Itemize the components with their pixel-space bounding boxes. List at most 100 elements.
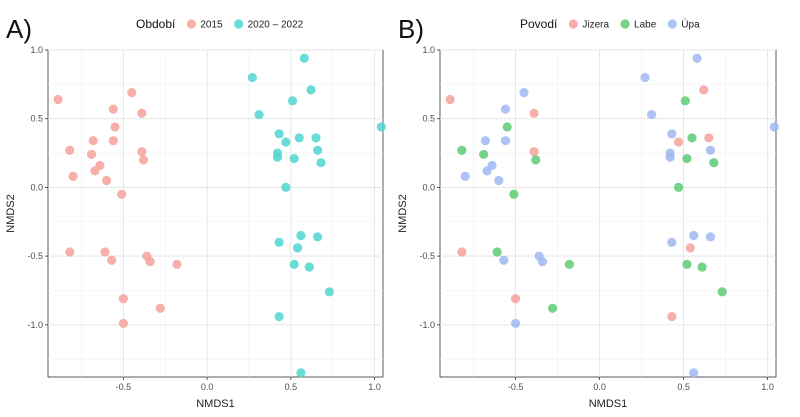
point-pa <box>537 256 548 267</box>
point-labe <box>682 259 692 269</box>
point-labe <box>687 133 697 143</box>
point-labe <box>673 182 684 192</box>
point-2015 <box>155 303 165 313</box>
point-pa <box>769 122 779 132</box>
point-2020-2022 <box>274 129 284 139</box>
x-tick-label: 0.5 <box>285 382 298 392</box>
point-2015 <box>137 147 147 157</box>
y-tick-label: 0.5 <box>30 114 43 124</box>
point-2020-2022 <box>316 158 326 168</box>
point-labe <box>457 145 467 155</box>
point-pa <box>667 129 677 139</box>
point-jizera <box>667 311 677 322</box>
legend-key-upa <box>667 19 677 29</box>
point-2015 <box>53 94 63 105</box>
point-jizera <box>529 147 539 157</box>
panel-b-tag: B) <box>398 14 424 44</box>
legend-key-2020-2022 <box>234 19 244 29</box>
panel-a: A) Období 2015 2020 – 2022 -0.5 0.0 0.5 1.0 1.… <box>5 14 386 410</box>
point-2020-2022 <box>274 311 284 322</box>
point-pa <box>480 136 490 146</box>
point-pa <box>689 368 699 378</box>
x-tick-label: 0.0 <box>201 382 214 392</box>
point-2015 <box>137 108 147 118</box>
point-2020-2022 <box>272 152 283 162</box>
point-jizera <box>704 133 714 143</box>
legend-key-labe <box>620 19 630 29</box>
point-labe <box>709 158 719 168</box>
legend-title: Období <box>136 17 176 31</box>
point-2020-2022 <box>247 72 257 83</box>
point-2015 <box>108 136 118 146</box>
x-tick-label: -0.5 <box>508 382 524 392</box>
point-jizera <box>685 243 695 253</box>
point-2020-2022 <box>324 287 334 297</box>
point-labe <box>502 122 512 132</box>
point-labe <box>682 153 692 164</box>
point-2020-2022 <box>281 182 291 192</box>
point-2020-2022 <box>296 368 306 378</box>
point-labe <box>492 247 502 257</box>
point-2020-2022 <box>306 85 316 95</box>
point-2020-2022 <box>299 53 309 63</box>
point-2015 <box>100 247 110 257</box>
legend-title: Povodí <box>520 17 558 31</box>
point-pa <box>482 166 492 176</box>
point-2020-2022 <box>304 262 314 272</box>
point-pa <box>692 53 702 63</box>
point-2015 <box>68 171 78 182</box>
point-jizera <box>673 137 684 147</box>
point-jizera <box>699 85 709 95</box>
legend-key-2015 <box>186 19 196 29</box>
y-tick-label: -0.5 <box>27 251 43 261</box>
point-2015 <box>127 87 137 98</box>
y-axis-label: NMDS2 <box>5 194 17 233</box>
x-tick-label: 1.0 <box>368 382 381 392</box>
plot-b: -0.5 0.0 0.5 1.0 1.0 0.5 0.0 -0.5 -1.0 NMDS1 NMDS2 <box>397 45 779 410</box>
point-pa <box>499 255 509 265</box>
point-jizera <box>510 294 521 304</box>
point-labe <box>717 287 727 297</box>
point-2015 <box>86 149 97 160</box>
y-tick-label: -0.5 <box>419 251 435 261</box>
point-pa <box>689 230 699 241</box>
point-pa <box>647 109 657 120</box>
point-2015 <box>65 145 75 155</box>
point-2020-2022 <box>376 122 386 132</box>
x-tick-label: 0.5 <box>677 382 690 392</box>
point-2015 <box>172 259 182 269</box>
point-2015 <box>107 255 117 265</box>
point-pa <box>500 136 511 146</box>
legend-label: 2015 <box>200 20 223 31</box>
plot-area <box>439 49 777 378</box>
point-2020-2022 <box>313 145 323 155</box>
point-pa <box>519 87 529 98</box>
plot-area <box>47 49 384 378</box>
point-2020-2022 <box>254 109 264 120</box>
y-tick-label: 0.0 <box>422 182 435 192</box>
point-labe <box>531 155 541 165</box>
point-labe <box>697 262 707 272</box>
point-2015 <box>108 104 118 114</box>
point-2015 <box>88 136 98 146</box>
y-tick-label: -1.0 <box>27 320 43 330</box>
point-pa <box>667 237 677 247</box>
point-2015 <box>117 189 127 199</box>
point-pa <box>640 72 650 83</box>
y-tick-label: -1.0 <box>419 320 435 330</box>
point-2015 <box>65 247 75 257</box>
panel-a-tag: A) <box>6 14 32 44</box>
x-tick-label: -0.5 <box>116 382 132 392</box>
legend-label: Labe <box>634 20 657 31</box>
y-tick-label: 1.0 <box>422 45 435 55</box>
point-labe <box>479 149 489 160</box>
x-axis-label: NMDS1 <box>196 398 235 410</box>
legend-label: Úpa <box>681 18 700 31</box>
point-2020-2022 <box>313 232 323 242</box>
point-2020-2022 <box>287 96 298 106</box>
point-labe <box>509 189 519 199</box>
legend-b: Povodí Jizera Labe Úpa <box>520 17 700 31</box>
y-tick-label: 0.0 <box>30 182 43 192</box>
y-tick-label: 1.0 <box>30 45 43 55</box>
